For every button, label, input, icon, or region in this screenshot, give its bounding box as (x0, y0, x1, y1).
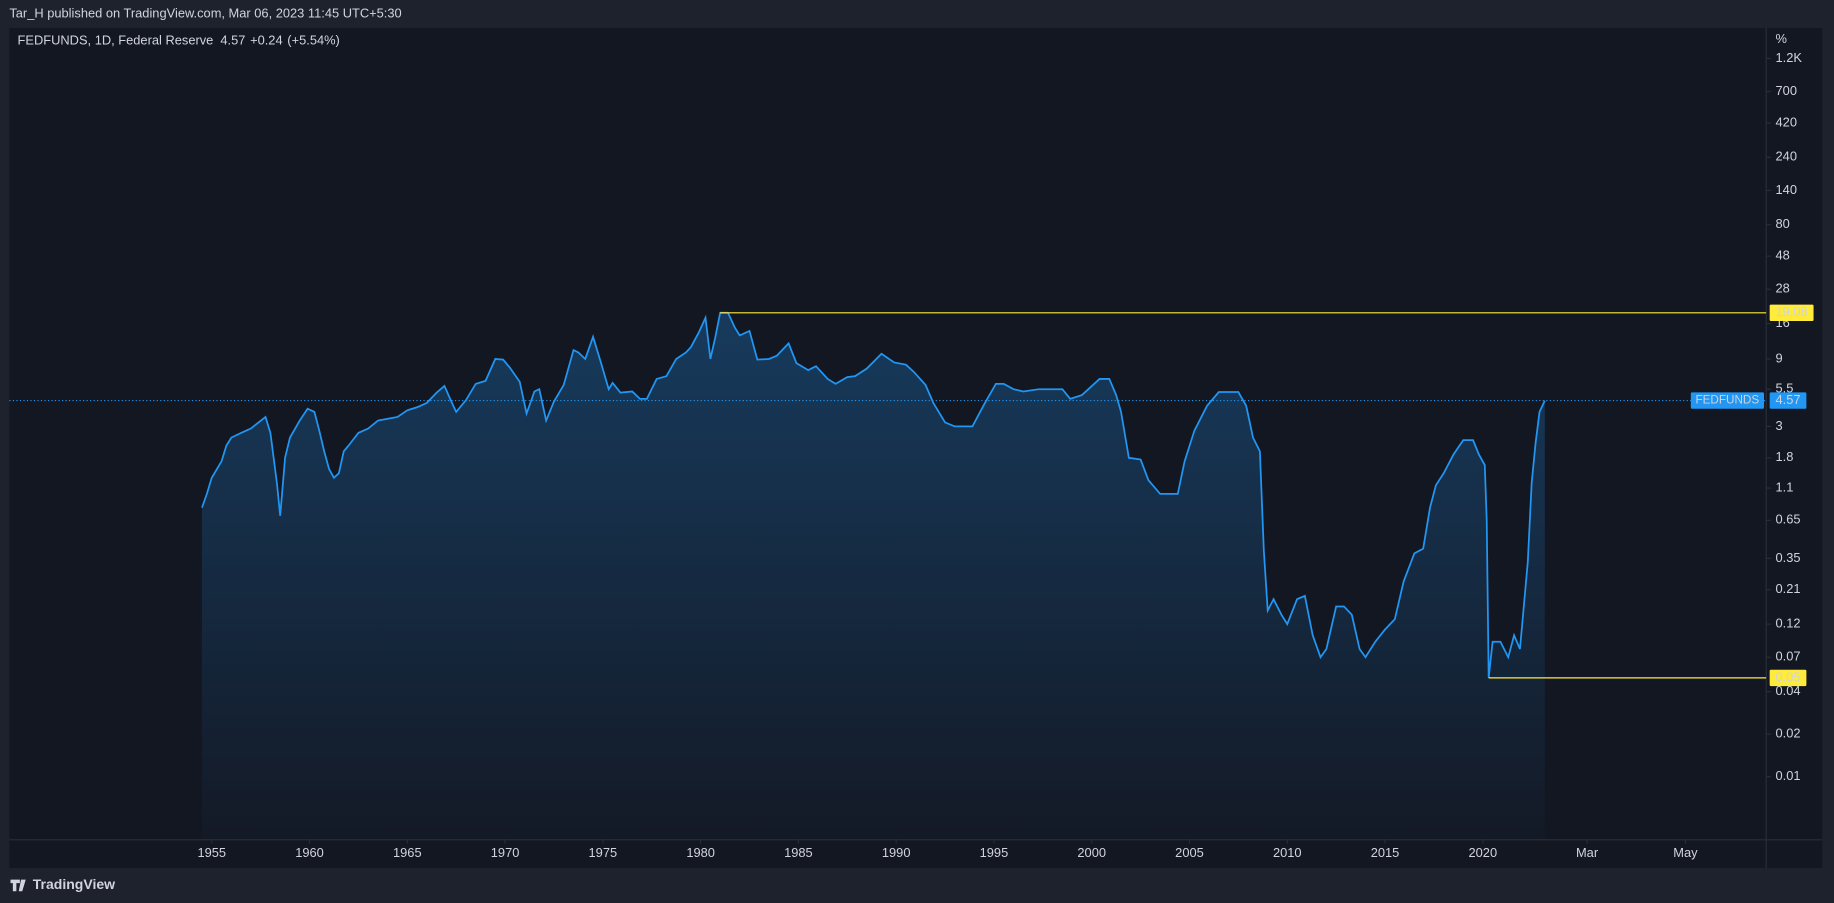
y-tick-label: 140 (1776, 182, 1797, 197)
y-tick-label: 0.01 (1776, 768, 1801, 783)
top-bar-text: Tar_H published on TradingView.com, Mar … (9, 5, 401, 20)
y-axis-unit: % (1776, 31, 1787, 46)
price-line-box (1769, 304, 1814, 321)
x-tick-label: 2000 (1077, 845, 1106, 860)
y-tick-label: 9 (1776, 350, 1783, 365)
x-tick-label: 1965 (393, 845, 422, 860)
x-tick-label: Mar (1576, 845, 1599, 860)
y-tick-label: 0.65 (1776, 512, 1801, 527)
x-tick-label: 2005 (1175, 845, 1204, 860)
price-line-box (1769, 669, 1807, 687)
header-last: 4.57 (220, 32, 245, 47)
y-tick-label: 240 (1776, 149, 1797, 164)
x-tick-label: 1975 (589, 845, 618, 860)
x-tick-label: 1985 (784, 845, 813, 860)
plot (9, 311, 1767, 840)
x-tick-label: 2015 (1371, 845, 1400, 860)
y-tick-label: 5.5 (1776, 381, 1794, 396)
y-tick-label: 0.02 (1776, 726, 1801, 741)
y-tick-label: 420 (1776, 114, 1797, 129)
y-tick-label: 0.04 (1776, 683, 1801, 698)
area (201, 312, 1545, 840)
x-tick-label: 2010 (1273, 845, 1302, 860)
y-tick-label: 28 (1776, 281, 1790, 296)
y-tick-label: 0.35 (1776, 550, 1801, 565)
price-line-label: 19.08 (1776, 304, 1808, 319)
logo-icon (10, 879, 26, 892)
x-tick-label: 1980 (686, 845, 715, 860)
series-name-box (1690, 392, 1765, 409)
header-change-pct: (+5.54%) (287, 32, 340, 47)
x-tick-label: May (1673, 845, 1698, 860)
chart-title: FEDFUNDS, 1D, Federal Reserve (18, 32, 214, 47)
y-tick-label: 1.8 (1776, 449, 1794, 464)
x-tick-label: 1990 (882, 845, 911, 860)
line (201, 311, 1546, 678)
last-value-label: 4.57 (1776, 392, 1801, 407)
x-tick-label: 1960 (295, 845, 324, 860)
last-value-box (1769, 392, 1807, 409)
y-tick-label: 0.07 (1776, 649, 1801, 664)
x-tick-label: 1995 (980, 845, 1009, 860)
y-tick-label: 700 (1776, 83, 1797, 98)
header-change: +0.24 (250, 32, 283, 47)
y-tick-label: 48 (1776, 248, 1790, 263)
y-tick-label: 0.12 (1776, 616, 1801, 631)
y-tick-label: 80 (1776, 216, 1790, 231)
series-name-label: FEDFUNDS (1696, 394, 1760, 407)
y-tick-label: 1.1 (1776, 479, 1794, 494)
y-tick-label: 0.21 (1776, 581, 1801, 596)
x-tick-label: 2020 (1469, 845, 1498, 860)
price-line-label: 0.05 (1776, 669, 1801, 684)
y-tick-label: 1.2K (1776, 50, 1803, 65)
footer-brand: TradingView (33, 876, 115, 892)
x-tick-label: 1955 (197, 845, 226, 860)
y-tick-label: 3 (1776, 418, 1783, 433)
x-tick-label: 1970 (491, 845, 520, 860)
